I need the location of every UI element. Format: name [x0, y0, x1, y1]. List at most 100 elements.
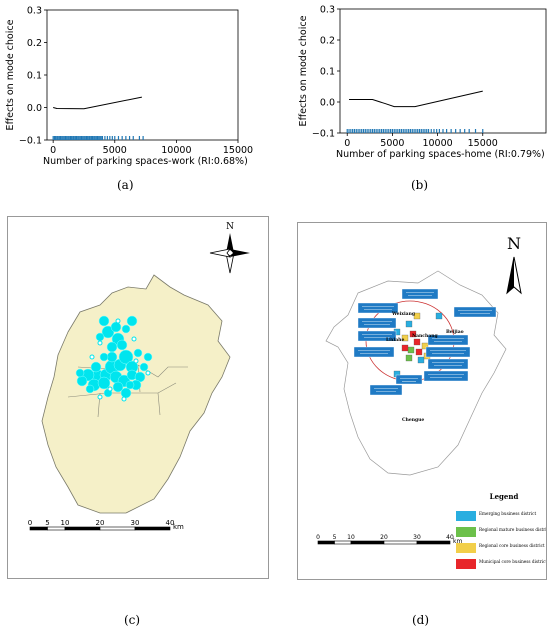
north-arrow-icon [506, 256, 522, 295]
map-d-label-box [353, 346, 395, 358]
map-d-scale-label: 20 [380, 534, 388, 541]
chart-a-ytick-label: 0.3 [27, 6, 42, 17]
map-c-point [99, 352, 109, 362]
chart-a-ytick-label: 0.1 [27, 71, 42, 82]
map-c-point [126, 315, 138, 327]
map-c-point [106, 351, 118, 363]
map-c-scale-label: 40 [166, 519, 175, 527]
map-d-label-box [427, 358, 469, 370]
map-d-scale-label: 5 [333, 534, 337, 541]
map-c-point [112, 381, 124, 393]
map-c-north-label: N [226, 222, 234, 232]
map-d: N Weixiang Beijiao Lixiahe Nanchang Chen… [316, 234, 546, 569]
map-d-scale-label: 40 [446, 534, 454, 541]
caption-d: (d) [412, 613, 430, 627]
map-d-place-chengue: Chengue [402, 417, 424, 423]
map-d-legend-swatch [456, 559, 476, 569]
map-d-legend-label: Municipal core business district [479, 559, 546, 564]
map-c-point [133, 348, 143, 358]
map-d-frame: N Weixiang Beijiao Lixiahe Nanchang Chen… [297, 222, 547, 580]
map-c-point-marker [107, 386, 113, 392]
chart-a-xtick-label: 5000 [103, 145, 127, 156]
map-d-district-marker [415, 348, 423, 356]
map-d-scale-segment [317, 540, 335, 545]
map-d-district-marker [405, 320, 413, 328]
map-c-point [95, 332, 105, 342]
chart-b-ytick-label: 0.2 [320, 36, 335, 47]
map-d-legend-label: Regional mature business district [479, 527, 546, 532]
chart-a-ytick-label: 0.0 [27, 103, 42, 114]
map-d-scale-label: 0 [316, 534, 320, 541]
map-d-district-marker [407, 346, 415, 354]
map-d-district-marker [417, 356, 425, 364]
map-c-point [98, 315, 110, 327]
chart-b-xtick-label: 15000 [468, 138, 498, 149]
map-c-point-marker [115, 318, 121, 324]
map-c-scale-segment [64, 526, 101, 531]
map-d-scale-segment [350, 540, 385, 545]
map-d-district-marker [435, 312, 443, 320]
map-d-district-marker [413, 312, 421, 320]
chart-a-ytick-label: 0.2 [27, 38, 42, 49]
map-d-legend-label: Regional core business district [479, 543, 545, 548]
map-d-legend-swatch [456, 511, 476, 521]
map-c-point [118, 349, 134, 365]
map-d-legend-swatch [456, 527, 476, 537]
map-c-scale-segment [99, 526, 136, 531]
map-c-point [110, 321, 122, 333]
chart-a-effect-line [53, 96, 142, 110]
map-c-point [125, 380, 135, 390]
map-d-label-box [357, 317, 397, 329]
map-d-place-weixiang: Weixiang [391, 311, 416, 317]
map-c-frame: N 0 5 10 20 30 40 km [7, 216, 269, 579]
map-d-place-nanchang: Nanchang [412, 333, 439, 339]
map-d-scale-segment [383, 540, 418, 545]
map-d-scale-segment [416, 540, 451, 545]
chart-b-rug [346, 129, 484, 133]
map-d-district-marker [409, 330, 417, 338]
map-c-point [143, 352, 153, 362]
map-d-legend-title: Legend [490, 492, 519, 501]
map-d-label-box [425, 346, 471, 358]
map-c-scale-segment [29, 526, 48, 531]
map-d-scale-label: 30 [413, 534, 421, 541]
chart-b-plot-area [339, 8, 547, 134]
map-c-point-marker [97, 394, 103, 400]
chart-b-xtick-label: 10000 [422, 138, 452, 149]
map-d-legend: Emerging business district Regional matur… [456, 511, 546, 569]
caption-a: (a) [117, 178, 134, 192]
chart-b-xtick-label: 0 [344, 138, 350, 149]
map-d-label-boxes [353, 288, 497, 396]
chart-a-xtick-label: 15000 [223, 145, 253, 156]
chart-b-xtick-label: 5000 [380, 138, 404, 149]
map-c-scale-label: 30 [131, 519, 140, 527]
north-arrow-icon [209, 233, 250, 274]
map-c-point-marker [97, 340, 103, 346]
map-c-point [97, 376, 111, 390]
chart-a-ytick-label: −0.1 [19, 136, 42, 147]
map-c-point [106, 341, 118, 353]
map-d-place-lixiahe: Lixiahe [386, 337, 404, 343]
chart-a-ylabel: Effects on mode choice [5, 19, 16, 130]
map-c-point [75, 368, 85, 378]
chart-a-xtick-label: 0 [50, 145, 56, 156]
map-c-point [139, 362, 149, 372]
map-d-north-label: N [507, 234, 521, 253]
map-c-point [120, 387, 132, 399]
map-d-district-marker [421, 342, 429, 350]
map-c-scale-unit: km [173, 523, 184, 531]
map-d-district-marker [413, 338, 421, 346]
map-d-label-box [357, 330, 397, 342]
map-c-scale-label: 0 [28, 519, 32, 527]
map-d-scale-label: 10 [347, 534, 355, 541]
map-c-district-shape [41, 274, 231, 514]
map-c-point-marker [133, 358, 139, 364]
chart-b-xlabel: Number of parking spaces-home (RI:0.79%) [336, 149, 545, 160]
map-d-label-box [423, 370, 469, 382]
map-c-point [90, 361, 102, 373]
map-d-scale-unit: km [453, 538, 462, 545]
map-c-scale-label: 20 [96, 519, 105, 527]
chart-b-ytick-label: −0.1 [312, 129, 335, 140]
